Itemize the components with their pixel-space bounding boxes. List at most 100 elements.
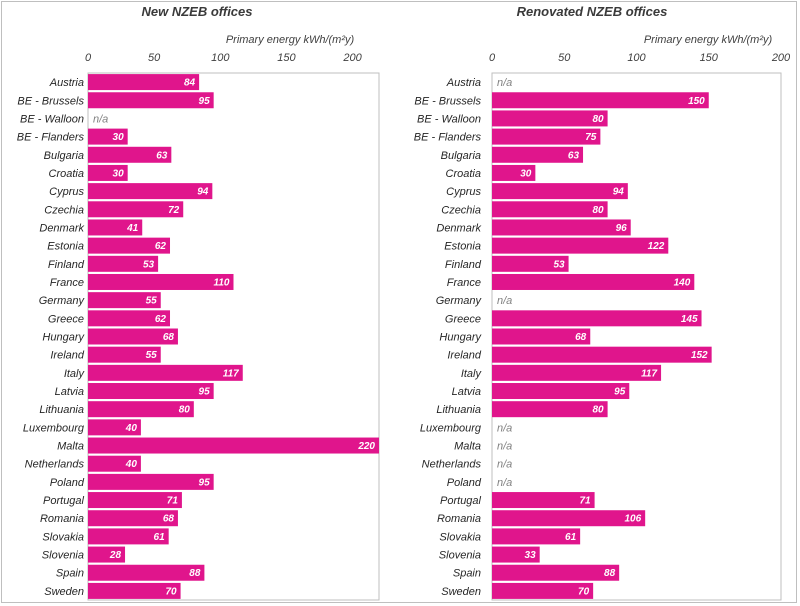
bar [88,237,171,254]
data-label: 110 [214,277,230,288]
data-label: 80 [592,205,604,216]
data-label: 63 [156,150,168,161]
category-label: Sweden [441,586,481,598]
data-label: 117 [641,368,657,379]
data-label: 106 [624,514,641,525]
bar [88,92,214,109]
bar [88,201,184,218]
data-label: 53 [143,259,155,270]
bar [492,528,581,545]
data-label: 94 [613,187,625,198]
bar [492,146,584,163]
data-label: 94 [197,187,209,198]
data-label: 117 [223,368,239,379]
bar [492,219,631,236]
category-label: Germany [39,295,86,307]
category-label: Austria [49,77,84,89]
category-label: Netherlands [25,459,85,471]
bar [88,310,171,327]
x-tick-label: 100 [211,52,230,64]
bar [88,401,194,418]
category-label: Malta [454,441,481,453]
bar [88,492,182,509]
category-label: Croatia [446,168,481,180]
data-label: 30 [113,132,125,143]
bar [492,255,569,272]
x-tick-label: 0 [85,52,92,64]
data-label: 95 [199,96,211,107]
chart-title: New NZEB offices [141,4,252,19]
category-label: Slovenia [42,550,84,562]
bar [88,510,178,527]
bar [88,273,234,290]
bar [88,383,214,400]
category-label: Malta [57,441,84,453]
bar [492,401,608,418]
category-label: Ireland [447,350,482,362]
data-label: 40 [125,459,138,470]
category-label: Luxembourg [23,422,85,434]
category-label: BE - Brussels [17,95,84,107]
data-label: 95 [199,387,211,398]
category-label: Lithuania [436,404,481,416]
bar [88,219,143,236]
bar [88,146,172,163]
data-label: 61 [565,532,577,543]
data-label: 55 [146,296,158,307]
x-tick-label: 200 [342,52,362,64]
x-tick-label: 200 [771,52,791,64]
x-tick-label: 150 [277,52,296,64]
category-label: Denmark [436,222,481,234]
bar [88,255,159,272]
category-label: BE - Walloon [417,113,481,125]
data-label: 95 [614,387,626,398]
bar [88,183,213,200]
bar [492,383,630,400]
data-label: 30 [113,168,125,179]
category-label: Cyprus [446,186,481,198]
data-label: 220 [357,441,375,452]
category-label: Sweden [44,586,84,598]
data-label: 62 [155,241,167,252]
bar [492,273,695,290]
bar [88,546,126,563]
category-label: BE - Brussels [414,95,481,107]
bar [492,346,712,363]
category-label: Portugal [440,495,482,507]
data-label: 88 [189,568,201,579]
category-label: Bulgaria [441,150,481,162]
bar [492,328,591,345]
data-label: 68 [163,332,175,343]
data-label: 70 [578,586,590,597]
data-label: 75 [585,132,597,143]
bar [492,128,601,145]
category-label: Finland [445,259,482,271]
data-label: 150 [688,96,705,107]
bar [88,473,214,490]
bar [88,564,205,581]
category-label: France [447,277,481,289]
category-label: Ireland [50,350,85,362]
category-label: Greece [48,313,84,325]
bar [492,510,646,527]
bar [88,328,178,345]
bar [492,201,608,218]
category-label: Bulgaria [44,150,84,162]
bar [492,310,702,327]
bar [492,546,540,563]
x-tick-label: 0 [489,52,496,64]
category-label: Hungary [439,332,482,344]
data-label: 30 [520,168,532,179]
data-label: 140 [674,277,691,288]
category-label: Portugal [43,495,85,507]
data-label: 80 [179,405,191,416]
data-label: 70 [165,586,177,597]
bar [492,492,595,509]
bar [88,364,243,381]
data-label: 72 [168,205,180,216]
data-label: 71 [167,496,179,507]
category-label: Estonia [444,241,481,253]
category-label: Italy [64,368,86,380]
bar [492,564,620,581]
